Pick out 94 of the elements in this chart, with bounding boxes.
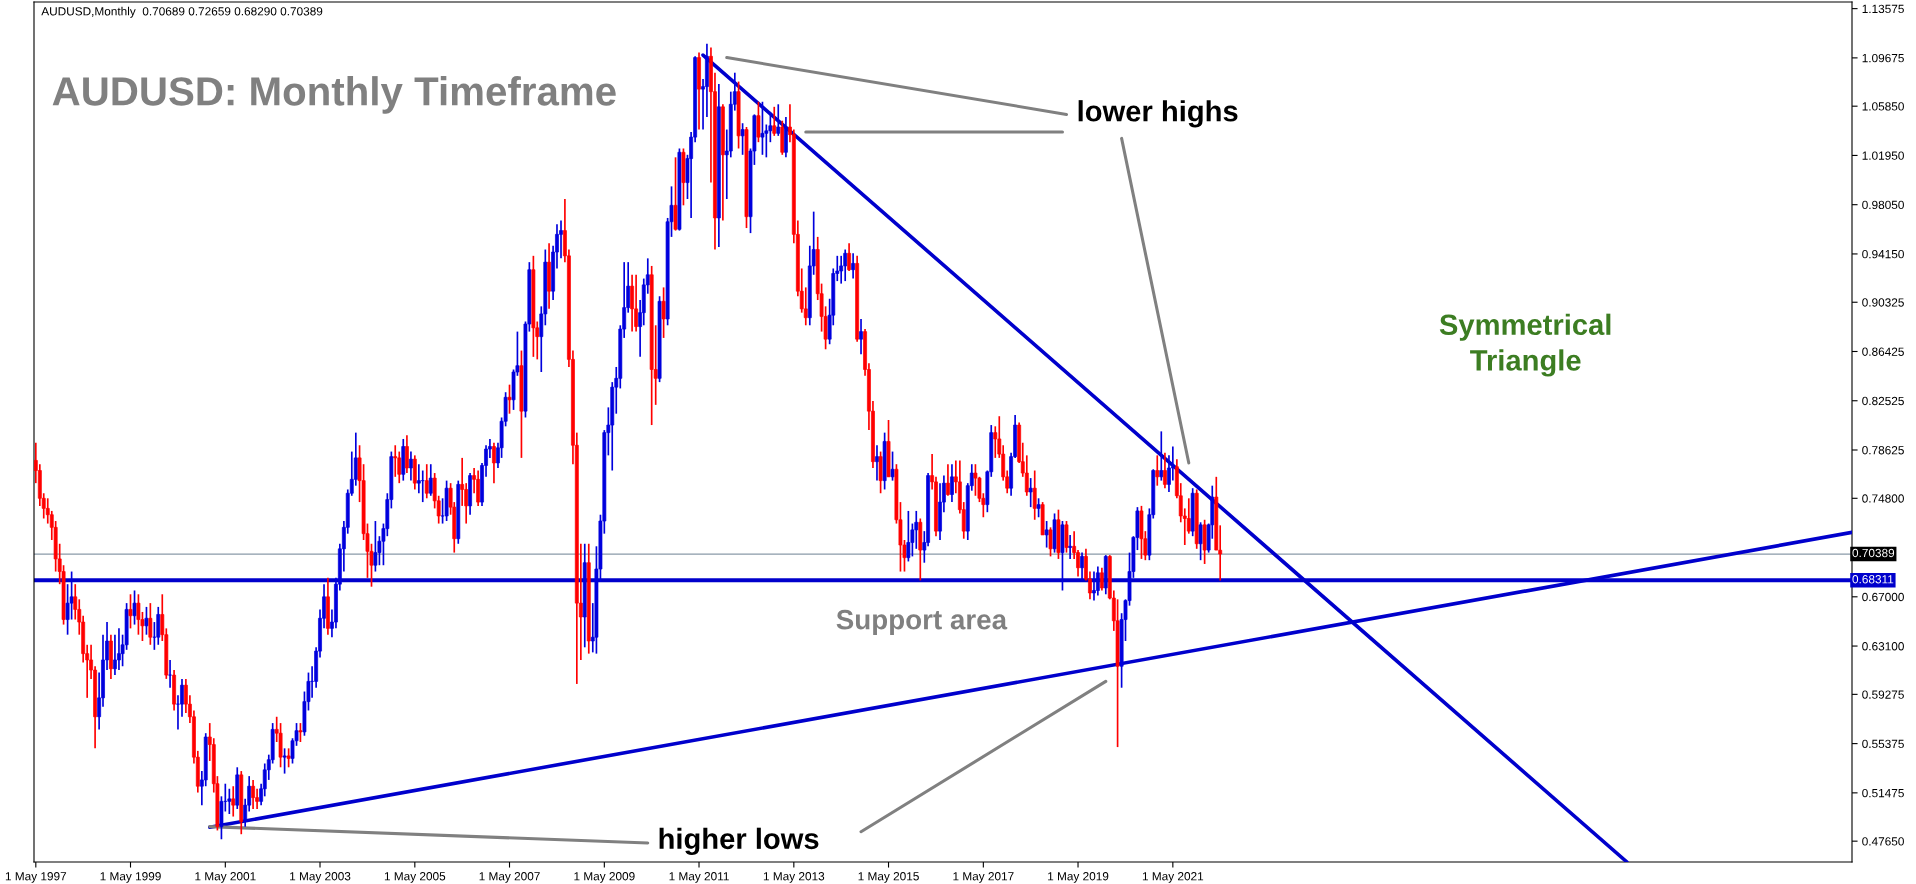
y-tick-label: 1.13575 <box>1862 4 1904 14</box>
candlestick <box>148 602 153 646</box>
x-tick-label: 1 May 2013 <box>763 872 825 883</box>
x-tick-label: 1 May 2011 <box>669 872 729 883</box>
candlestick <box>851 252 856 280</box>
ref-line-label: 0.70389 <box>1852 548 1895 558</box>
candlestick <box>251 779 255 810</box>
candlestick <box>1036 497 1041 519</box>
candlestick <box>507 383 512 415</box>
candlestick <box>1198 521 1203 562</box>
candlestick <box>156 606 161 646</box>
y-tick-label: 0.55375 <box>1862 739 1904 748</box>
candlestick <box>673 156 678 232</box>
candlestick <box>946 463 950 497</box>
candlestick <box>1064 520 1069 554</box>
candlestick <box>1044 520 1049 549</box>
y-tick-label: 0.98050 <box>1862 200 1904 210</box>
y-tick-label: 0.67000 <box>1862 592 1904 602</box>
candlestick <box>776 103 781 137</box>
candlestick <box>1092 570 1096 602</box>
y-tick-label: 0.82525 <box>1862 396 1904 406</box>
x-tick-label: 1 May 2015 <box>858 872 919 883</box>
candlestick <box>1048 526 1053 558</box>
x-tick-label: 1 May 2021 <box>1142 872 1204 883</box>
candlestick <box>1028 477 1033 508</box>
annotation: higher lows <box>659 827 819 856</box>
x-tick-label: 1 May 1997 <box>5 872 67 883</box>
candlestick <box>661 286 666 339</box>
candlestick <box>373 520 378 573</box>
chart-subtitle: AUDUSD,Monthly 0.70689 0.72659 0.68290 0.70389 <box>41 6 323 18</box>
candlestick <box>282 747 287 775</box>
candlestick <box>1099 566 1104 592</box>
candlestick <box>286 747 291 769</box>
x-tick-label: 1 May 2017 <box>953 872 1014 883</box>
candlestick <box>878 450 883 495</box>
y-tick-label: 0.74800 <box>1862 494 1904 503</box>
candlestick <box>298 722 303 743</box>
candlestick <box>839 254 844 285</box>
annotation: lower highs <box>1078 100 1238 128</box>
candlestick <box>1163 452 1167 490</box>
y-tick-label: 1.05850 <box>1862 102 1904 111</box>
candlestick <box>1159 430 1164 482</box>
y-tick-label: 0.86425 <box>1862 347 1904 356</box>
y-tick-label: 0.78625 <box>1862 446 1904 455</box>
candlestick <box>1068 534 1073 560</box>
candlestick <box>950 463 954 503</box>
x-tick-label: 1 May 2003 <box>290 872 351 883</box>
y-tick-label: 0.59275 <box>1862 690 1904 699</box>
candlestick <box>973 463 978 497</box>
y-tick-label: 0.90325 <box>1862 298 1904 307</box>
candlestick <box>760 100 765 156</box>
ref-line-label: 0.68311 <box>1852 575 1894 584</box>
candlestick <box>634 273 639 333</box>
candlestick <box>772 105 777 137</box>
y-tick-label: 0.94150 <box>1862 249 1904 259</box>
candlestick <box>409 450 413 482</box>
x-tick-label: 1 May 1999 <box>100 872 161 883</box>
x-tick-label: 1 May 2019 <box>1048 872 1109 883</box>
candlestick <box>231 785 236 818</box>
candlestick <box>1080 551 1084 582</box>
y-tick-label: 0.63100 <box>1862 642 1904 651</box>
x-tick-label: 1 May 2007 <box>479 872 540 883</box>
y-tick-label: 1.01950 <box>1862 151 1904 160</box>
candlestick <box>756 100 761 144</box>
candlestick <box>1095 565 1100 597</box>
candlestick <box>1155 454 1160 487</box>
candlestick <box>405 434 409 474</box>
candlestick <box>890 450 895 482</box>
candlestick <box>227 787 232 815</box>
y-tick-label: 0.51475 <box>1862 788 1904 798</box>
candlestick <box>128 593 133 630</box>
candlestick <box>424 463 429 500</box>
x-tick-label: 1 May 2001 <box>195 872 256 883</box>
candlestick <box>168 659 172 689</box>
candlestick <box>132 589 137 626</box>
candlestick <box>117 627 121 671</box>
y-tick-label: 0.47650 <box>1862 837 1904 846</box>
candlestick <box>630 273 634 333</box>
annotation: Support area <box>836 609 1008 636</box>
candlestick <box>412 454 417 491</box>
candlestick <box>843 248 848 282</box>
candlestick <box>1032 469 1037 521</box>
candlestick <box>847 242 851 272</box>
x-tick-label: 1 May 2005 <box>384 872 446 883</box>
x-tick-label: 1 May 2009 <box>574 872 635 883</box>
candlestick <box>144 606 149 636</box>
annotation: Symmetrical Triangle <box>1439 313 1611 377</box>
y-tick-label: 1.09675 <box>1862 53 1904 63</box>
candlestick <box>740 122 745 156</box>
candlestick <box>859 318 863 356</box>
text: AUDUSD: Monthly Timeframe <box>52 76 616 114</box>
candlestick <box>492 441 496 484</box>
candlestick <box>906 510 911 563</box>
candlestick <box>476 469 481 507</box>
